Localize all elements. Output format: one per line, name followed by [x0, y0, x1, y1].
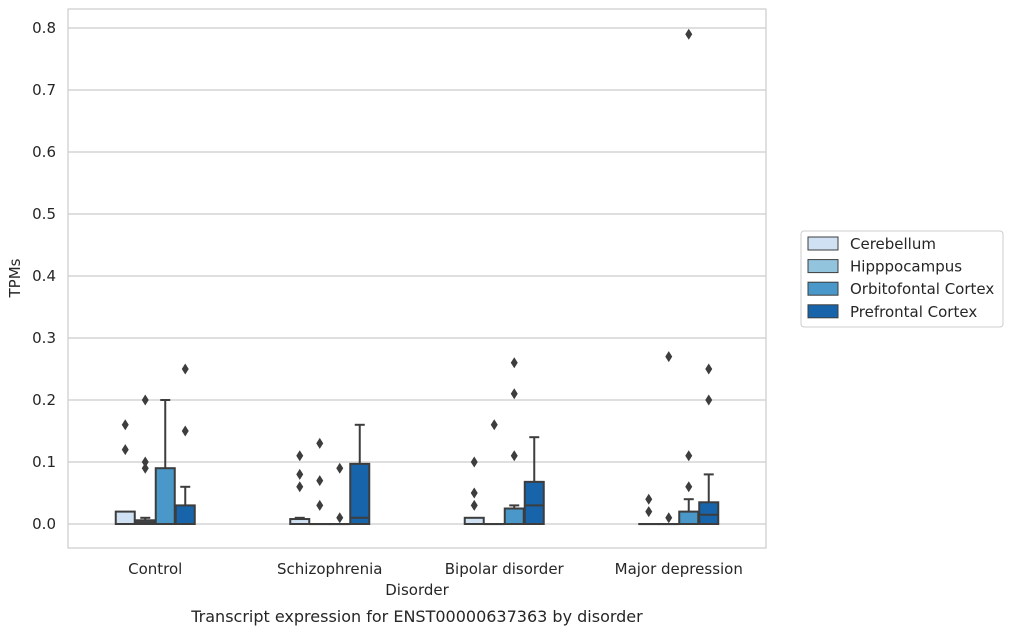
box-elements — [114, 28, 720, 526]
x-tick-label: Major depression — [615, 560, 743, 578]
grid-lines — [68, 27, 766, 525]
box-rect — [174, 504, 196, 525]
box-2-1 — [483, 419, 505, 526]
box-rect — [349, 462, 371, 525]
box-rect — [503, 507, 525, 525]
outlier-point — [470, 456, 478, 468]
legend-label: Prefrontal Cortex — [850, 303, 977, 321]
box-rect — [114, 510, 136, 526]
box-0-3 — [174, 363, 196, 525]
outlier-point — [645, 493, 653, 505]
y-tick-label: 0.2 — [32, 391, 56, 409]
outlier-point — [121, 419, 129, 431]
legend: Cerebellum Hipppocampus Orbitofontal Corte… — [800, 230, 1004, 328]
outlier-point — [141, 456, 149, 468]
outlier-point — [121, 444, 129, 456]
box-1-0 — [289, 450, 311, 525]
legend-label: Hipppocampus — [850, 258, 962, 276]
y-tick-label: 0.4 — [32, 267, 56, 285]
legend-label: Orbitofontal Cortex — [850, 280, 994, 298]
box-0-2 — [154, 399, 176, 526]
outlier-point — [685, 450, 693, 462]
outlier-point — [181, 363, 189, 375]
legend-swatch — [807, 259, 839, 274]
box-2-0 — [463, 456, 485, 525]
outlier-point — [316, 475, 324, 487]
outlier-point — [665, 351, 673, 363]
outlier-point — [316, 499, 324, 511]
y-tick-label: 0.3 — [32, 329, 56, 347]
outlier-point — [685, 28, 693, 40]
plot-frame — [67, 8, 767, 549]
legend-swatch — [807, 304, 839, 319]
x-tick-label: Bipolar disorder — [445, 560, 565, 578]
outlier-point — [510, 357, 518, 369]
box-rect — [678, 510, 700, 526]
y-tick-labels: 0.0 0.1 0.2 0.3 0.4 0.5 0.6 0.7 0.8 — [32, 19, 56, 533]
x-tick-label: Control — [128, 560, 182, 578]
box-3-3 — [698, 363, 720, 525]
outlier-point — [470, 499, 478, 511]
legend-swatch — [807, 281, 839, 296]
outlier-point — [645, 506, 653, 518]
outlier-point — [316, 437, 324, 449]
outlier-point — [685, 481, 693, 493]
box-1-1 — [309, 437, 331, 526]
y-tick-label: 0.7 — [32, 81, 56, 99]
box-2-3 — [523, 436, 545, 525]
legend-label: Cerebellum — [850, 235, 936, 253]
legend-swatch — [807, 236, 839, 251]
y-tick-label: 0.6 — [32, 143, 56, 161]
x-tick-labels: Control Schizophrenia Bipolar disorder Majo… — [128, 560, 743, 578]
legend-frame — [800, 230, 1004, 328]
y-tick-label: 0.1 — [32, 453, 56, 471]
box-2-2 — [503, 357, 525, 525]
box-3-1 — [658, 351, 680, 526]
chart-title: Transcript expression for ENST0000063736… — [190, 607, 643, 626]
outlier-point — [470, 487, 478, 499]
x-tick-label: Schizophrenia — [277, 560, 382, 578]
outlier-point — [705, 394, 713, 406]
outlier-point — [336, 512, 344, 524]
outlier-point — [141, 462, 149, 474]
box-1-2 — [329, 462, 351, 526]
outlier-point — [336, 462, 344, 474]
outlier-point — [510, 450, 518, 462]
y-axis-label: TPMs — [6, 258, 24, 298]
outlier-point — [665, 512, 673, 524]
outlier-point — [296, 468, 304, 480]
box-rect — [154, 467, 176, 526]
box-3-0 — [638, 493, 660, 526]
outlier-point — [705, 363, 713, 375]
box-rect — [523, 480, 545, 525]
outlier-point — [296, 450, 304, 462]
outlier-point — [510, 388, 518, 400]
box-0-0 — [114, 419, 136, 526]
y-tick-label: 0.5 — [32, 205, 56, 223]
box-rect — [698, 501, 720, 525]
outlier-point — [490, 419, 498, 431]
box-1-3 — [349, 423, 371, 525]
box-3-2 — [678, 28, 700, 526]
y-tick-label: 0.8 — [32, 19, 56, 37]
box-0-1 — [134, 394, 156, 526]
outlier-point — [141, 394, 149, 406]
outlier-point — [181, 425, 189, 437]
outlier-point — [296, 481, 304, 493]
y-tick-label: 0.0 — [32, 515, 56, 533]
x-axis-label: Disorder — [385, 581, 449, 599]
